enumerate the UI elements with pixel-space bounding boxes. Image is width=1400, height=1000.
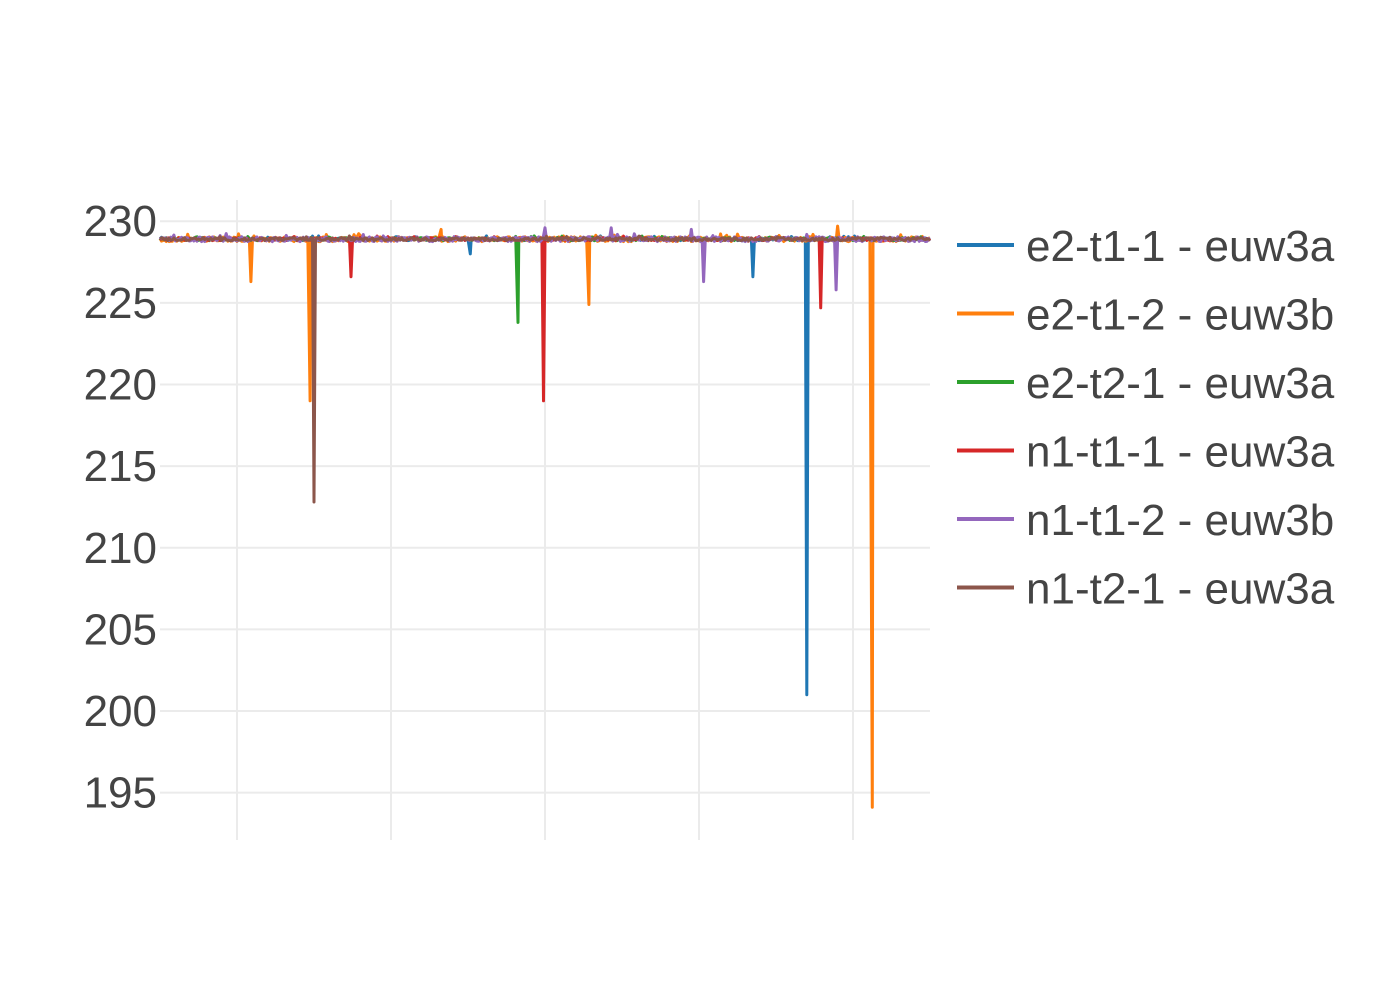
y-tick-label-6: 200: [84, 687, 157, 736]
y-tick-label-2: 220: [84, 360, 157, 409]
y-tick-label-3: 215: [84, 442, 157, 491]
legend-label-4: n1-t1-2 - euw3b: [1026, 496, 1334, 545]
legend-item-1[interactable]: e2-t1-2 - euw3b: [957, 291, 1334, 340]
legend-label-0: e2-t1-1 - euw3a: [1026, 222, 1335, 271]
y-tick-label-0: 230: [84, 197, 157, 246]
y-gridlines: [160, 220, 930, 794]
legend-item-0[interactable]: e2-t1-1 - euw3a: [957, 222, 1335, 271]
y-tick-label-7: 195: [84, 769, 157, 818]
series-line-3: [159, 234, 932, 403]
legend-label-5: n1-t2-1 - euw3a: [1026, 565, 1335, 614]
legend-label-3: n1-t1-1 - euw3a: [1026, 428, 1335, 477]
series-lines: [158, 224, 932, 809]
legend-item-4[interactable]: n1-t1-2 - euw3b: [957, 496, 1334, 545]
legend[interactable]: e2-t1-1 - euw3a e2-t1-2 - euw3b e2-t2-1 - …: [957, 222, 1335, 614]
y-tick-label-5: 205: [84, 605, 157, 654]
legend-label-2: e2-t2-1 - euw3a: [1026, 359, 1335, 408]
y-axis-ticks: 230 225 220 215 210 205 200 195: [84, 197, 157, 817]
y-tick-label-4: 210: [84, 524, 157, 573]
legend-item-3[interactable]: n1-t1-1 - euw3a: [957, 428, 1335, 477]
legend-label-1: e2-t1-2 - euw3b: [1026, 291, 1334, 340]
series-line-5: [159, 234, 931, 504]
legend-item-2[interactable]: e2-t2-1 - euw3a: [957, 359, 1335, 408]
y-tick-label-1: 225: [84, 279, 157, 328]
legend-item-5[interactable]: n1-t2-1 - euw3a: [957, 565, 1335, 614]
